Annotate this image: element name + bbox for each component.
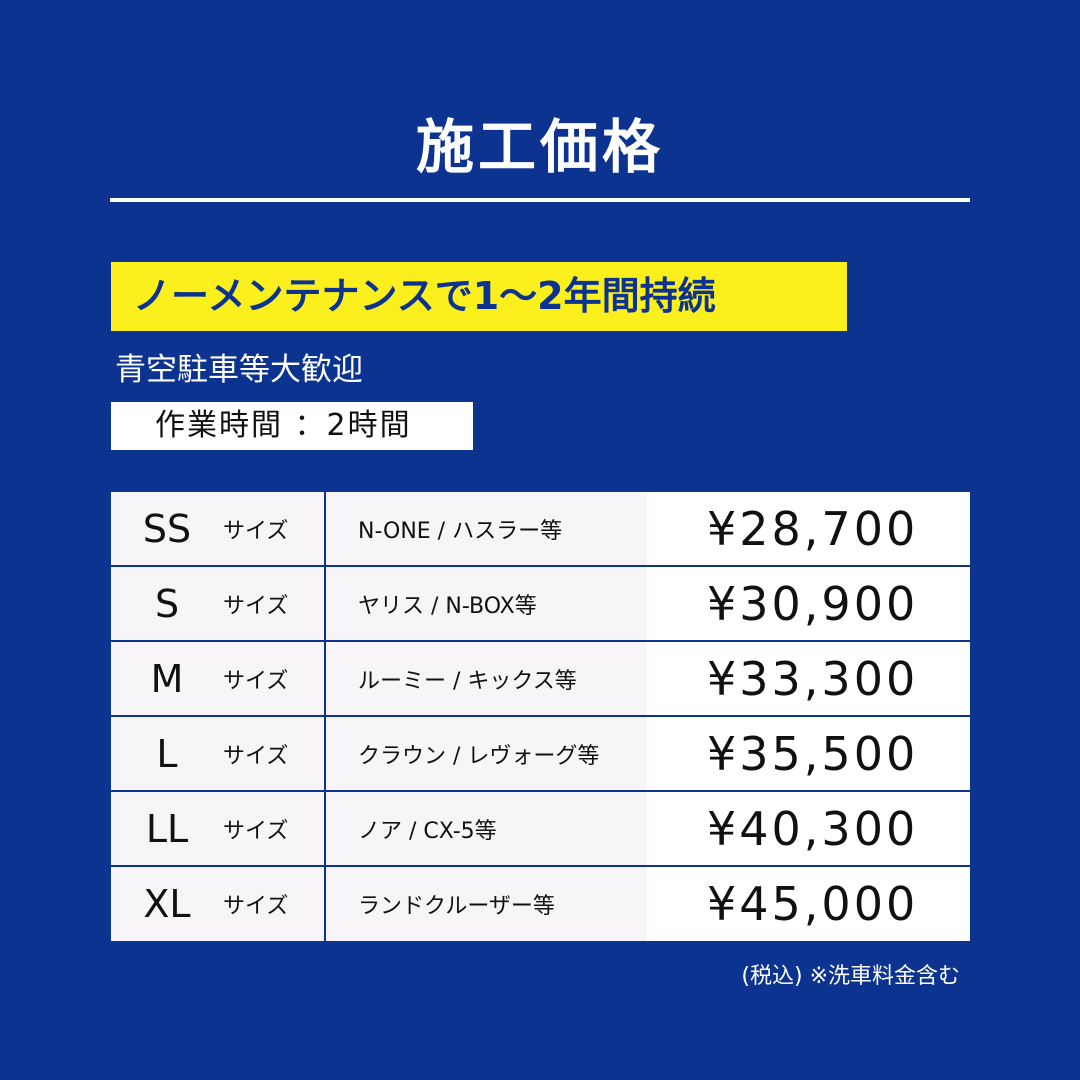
size-label: サイズ: [223, 818, 289, 844]
subtitle: 青空駐車等大歓迎: [115, 352, 363, 388]
price-cell: ¥45,000: [647, 867, 970, 941]
models-cell: N-ONE / ハスラー等: [326, 492, 647, 565]
size-label: サイズ: [223, 894, 289, 919]
price-cell: ¥28,700: [647, 492, 970, 565]
table-row: SS サイズ N-ONE / ハスラー等 ¥28,700: [111, 492, 970, 567]
title-divider: [110, 198, 970, 202]
price-cell: ¥40,300: [647, 792, 970, 865]
price-cell: ¥30,900: [647, 567, 970, 640]
size-cell: L サイズ: [111, 717, 326, 790]
size-code: M: [150, 656, 184, 701]
size-code: XL: [143, 882, 191, 926]
size-label: サイズ: [223, 593, 289, 619]
size-cell: XL サイズ: [111, 867, 326, 941]
size-label: サイズ: [223, 518, 289, 544]
table-row: M サイズ ルーミー / キックス等 ¥33,300: [111, 642, 970, 717]
models-cell: クラウン / レヴォーグ等: [326, 717, 647, 790]
price-cell: ¥35,500: [647, 717, 970, 790]
highlight-banner: ノーメンテナンスで1～2年間持続: [111, 262, 847, 331]
size-code: S: [154, 581, 180, 626]
page-title: 施工価格: [415, 113, 664, 181]
models-cell: ヤリス / N-BOX等: [326, 567, 647, 640]
size-code: L: [156, 731, 178, 776]
price-cell: ¥33,300: [647, 642, 970, 715]
table-row: LL サイズ ノア / CX-5等 ¥40,300: [111, 792, 970, 867]
size-code: SS: [142, 506, 192, 551]
table-row: XL サイズ ランドクルーザー等 ¥45,000: [111, 867, 970, 941]
size-cell: M サイズ: [111, 642, 326, 715]
models-cell: ノア / CX-5等: [326, 792, 647, 865]
work-time-label: 作業時間 ：2時間: [111, 402, 473, 450]
size-code: LL: [145, 806, 189, 851]
size-label: サイズ: [223, 668, 289, 694]
size-cell: LL サイズ: [111, 792, 326, 865]
models-cell: ルーミー / キックス等: [326, 642, 647, 715]
tax-note: (税込) ※洗車料金含む: [741, 964, 960, 989]
size-label: サイズ: [223, 743, 289, 769]
price-table: SS サイズ N-ONE / ハスラー等 ¥28,700 S サイズ ヤリス / N…: [111, 492, 970, 941]
table-row: L サイズ クラウン / レヴォーグ等 ¥35,500: [111, 717, 970, 792]
size-cell: S サイズ: [111, 567, 326, 640]
size-cell: SS サイズ: [111, 492, 326, 565]
table-row: S サイズ ヤリス / N-BOX等 ¥30,900: [111, 567, 970, 642]
models-cell: ランドクルーザー等: [326, 867, 647, 941]
